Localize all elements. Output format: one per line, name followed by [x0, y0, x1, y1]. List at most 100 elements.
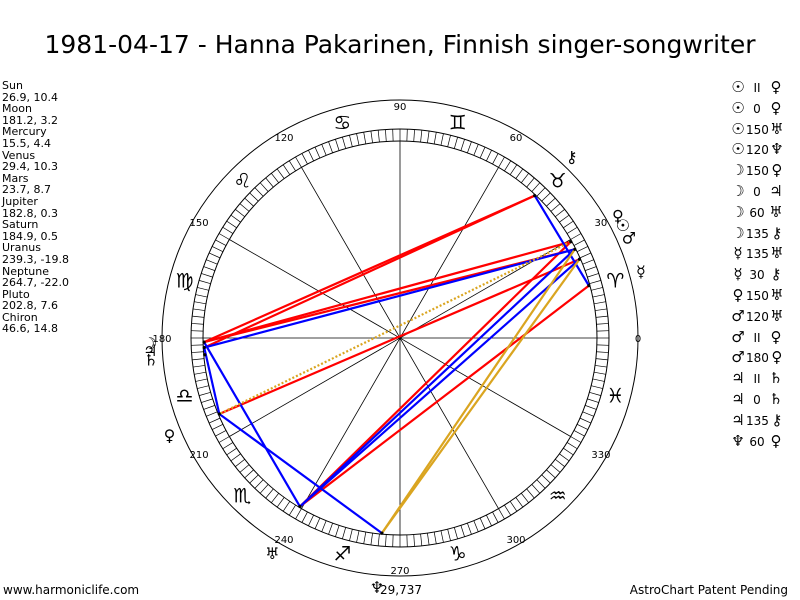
degree-tick — [230, 214, 241, 223]
patent-note: AstroChart Patent Pending — [629, 583, 788, 597]
planet-name: Saturn — [2, 218, 39, 232]
degree-tick — [230, 453, 241, 462]
degree-tick — [570, 436, 582, 443]
aspect-row: ☽ 60 ♅ — [730, 203, 785, 224]
zodiac-sign: ♒ — [549, 484, 567, 508]
degree-tick — [203, 266, 216, 271]
aspect-angle: 135 — [746, 247, 769, 262]
aspect-line — [218, 240, 572, 415]
aspect-planet-1: ☽ — [731, 181, 745, 200]
planet-name: Pluto — [2, 287, 30, 301]
aspect-line — [299, 284, 590, 508]
degree-tick — [576, 246, 589, 252]
website-link[interactable]: www.harmoniclife.com — [3, 583, 140, 597]
planet-coords: 184.9, 0.5 — [2, 229, 58, 243]
degree-tick — [254, 479, 264, 489]
degree-tick — [587, 398, 599, 403]
degree-tick — [201, 398, 213, 403]
degree-tick — [579, 417, 592, 424]
aspect-line — [218, 413, 383, 535]
degree-label: 60 — [510, 133, 523, 144]
degree-tick — [222, 442, 234, 450]
degree-label: 30 — [595, 218, 608, 229]
degree-tick — [203, 405, 216, 410]
degree-tick — [385, 534, 387, 547]
aspect-planet-1: ☽ — [731, 202, 745, 221]
zodiac-sign: ♉ — [549, 168, 567, 192]
degree-tick — [295, 156, 302, 168]
zodiac-sign: ♊ — [449, 111, 467, 135]
degree-tick — [265, 177, 274, 188]
degree-tick — [198, 280, 211, 285]
planet-marker — [573, 247, 577, 251]
degree-tick — [546, 469, 556, 479]
degree-tick — [363, 132, 367, 145]
planet-coords: 23.7, 8.7 — [2, 183, 51, 197]
degree-tick — [595, 365, 608, 368]
degree-tick — [215, 430, 227, 437]
planet-marker — [202, 340, 206, 344]
degree-tick — [282, 164, 291, 175]
degree-tick — [370, 533, 373, 546]
aspect-row: ♂180 ♀ — [730, 348, 785, 369]
zodiac-sign: ♍ — [176, 268, 194, 292]
degree-tick — [526, 488, 535, 499]
aspect-angle: II — [753, 372, 761, 387]
degree-tick — [531, 484, 541, 494]
degree-tick — [555, 459, 565, 467]
aspect-angle: 120 — [746, 309, 769, 324]
degree-label: 180 — [152, 334, 171, 345]
degree-tick — [208, 252, 221, 259]
aspect-angle: 120 — [746, 143, 769, 158]
planet-coords: 264.7, -22.0 — [2, 276, 69, 290]
degree-tick — [259, 484, 269, 494]
aspect-row: ☉ 0 ♀ — [730, 99, 785, 120]
aspect-line — [299, 248, 576, 508]
degree-tick — [211, 424, 224, 430]
planet-coords: 26.9, 10.4 — [2, 90, 58, 104]
degree-tick — [370, 130, 373, 143]
aspect-line — [381, 258, 581, 534]
aspect-planet-1: ♃ — [731, 369, 745, 388]
planet-marker — [533, 193, 537, 198]
degree-tick — [479, 146, 486, 159]
degree-tick — [194, 301, 207, 305]
aspect-planet-1: ♂ — [731, 306, 745, 325]
degree-tick — [342, 136, 347, 149]
zodiac-sign: ♐ — [333, 541, 351, 565]
planet-coords: 181.2, 3.2 — [2, 113, 58, 127]
planet-glyph: ☿ — [636, 262, 646, 281]
degree-tick — [295, 508, 302, 520]
aspect-row: ☉ II ♀ — [730, 78, 785, 99]
degree-tick — [509, 164, 518, 175]
aspect-angle: II — [753, 81, 761, 95]
outer-circle — [161, 99, 639, 577]
degree-label: 240 — [274, 535, 293, 546]
degree-tick — [244, 469, 254, 479]
planet-glyph: ♄ — [144, 350, 158, 369]
aspect-planet-2: ♅ — [770, 244, 784, 263]
planet-position-list: Sun 26.9, 10.4 Moon 181.2, 3.2 Mercury 1… — [2, 80, 69, 335]
degree-tick — [589, 280, 602, 285]
aspect-planet-1: ☽ — [731, 161, 745, 180]
degree-tick — [206, 411, 218, 417]
degree-tick — [536, 479, 546, 489]
degree-tick — [447, 529, 451, 541]
degree-tick — [192, 358, 205, 361]
planet-name: Jupiter — [2, 194, 38, 208]
planet-marker — [203, 353, 207, 357]
planet-glyph: ♂ — [622, 229, 636, 248]
degree-tick — [576, 424, 589, 430]
degree-tick — [492, 511, 499, 523]
degree-tick — [259, 182, 269, 192]
degree-tick — [550, 203, 561, 212]
planet-name: Mars — [2, 171, 29, 185]
degree-tick — [595, 358, 608, 361]
degree-tick — [559, 453, 570, 462]
planet-name: Uranus — [2, 241, 41, 255]
house-spoke — [229, 239, 571, 437]
degree-tick — [467, 141, 472, 154]
degree-tick — [265, 488, 274, 499]
degree-tick — [385, 129, 387, 142]
degree-tick — [593, 301, 606, 305]
